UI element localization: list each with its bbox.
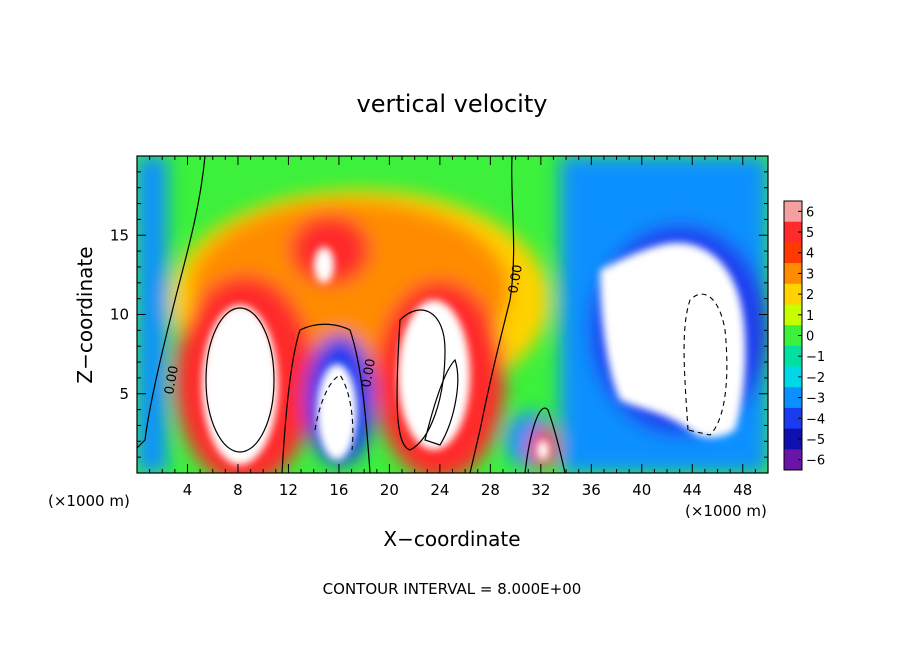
colorbar-swatch xyxy=(784,387,802,409)
x-tick-label: 4 xyxy=(183,481,193,499)
contour-interval-footer: CONTOUR INTERVAL = 8.000E+00 xyxy=(323,580,582,598)
chart-title: vertical velocity xyxy=(357,90,548,118)
colorbar-label: 0 xyxy=(806,330,814,345)
negative-contours xyxy=(314,293,728,451)
contour-label: 0.00 xyxy=(162,365,182,396)
colorbar-swatch xyxy=(784,449,802,471)
colorbar-swatch xyxy=(784,325,802,347)
x-tick-label: 44 xyxy=(683,481,702,499)
colorbar-swatch xyxy=(784,428,802,450)
colorbar-label: −6 xyxy=(806,454,825,469)
y-axis-label: Z−coordinate xyxy=(73,246,97,383)
colorbar-swatch xyxy=(784,345,802,368)
saturated-cores xyxy=(202,242,746,465)
colorbar-label: 4 xyxy=(806,247,814,262)
x-tick-label: 12 xyxy=(279,481,298,499)
colorbar-swatch xyxy=(784,407,802,430)
x-tick-label: 16 xyxy=(329,481,348,499)
y-tick-label: 5 xyxy=(119,385,129,403)
colorbar-swatch xyxy=(784,263,802,285)
contour-lines xyxy=(137,156,566,473)
y-axis: 5 10 15 xyxy=(110,171,768,458)
x-tick-label: 36 xyxy=(582,481,601,499)
x-axis-label: X−coordinate xyxy=(383,527,520,551)
colorbar: 6 5 4 3 2 1 0 −1 −2 −3 −4 −5 −6 xyxy=(783,200,825,471)
x-tick-label: 32 xyxy=(531,481,550,499)
colorbar-label: −5 xyxy=(806,433,825,448)
colorbar-label: 5 xyxy=(806,226,814,241)
colorbar-swatch xyxy=(784,304,802,326)
colorbar-label: −1 xyxy=(806,350,825,365)
y-tick-label: 10 xyxy=(110,306,129,324)
plot-area: 0.00 0.00 0.00 xyxy=(137,156,768,473)
x-tick-label: 8 xyxy=(233,481,243,499)
colorbar-label: 2 xyxy=(806,288,814,303)
colorbar-swatch xyxy=(784,366,802,388)
colorbar-label: 1 xyxy=(806,309,814,324)
colorbar-label: 6 xyxy=(806,205,814,220)
x-axis: 4 8 12 16 20 24 28 32 36 40 44 48 xyxy=(149,156,756,499)
x-tick-label: 24 xyxy=(430,481,449,499)
colorbar-swatch xyxy=(784,283,802,305)
colorbar-label: −3 xyxy=(806,392,825,407)
colorbar-swatch xyxy=(784,242,802,264)
colorbar-label: 3 xyxy=(806,267,814,282)
contour-label: 0.00 xyxy=(506,264,526,295)
colorbar-swatch xyxy=(784,201,802,223)
colorbar-swatch xyxy=(784,221,802,243)
y-tick-label: 15 xyxy=(110,226,129,244)
x-tick-label: 28 xyxy=(481,481,500,499)
colorbar-label: −2 xyxy=(806,371,825,386)
x-unit-label-right: (×1000 m) xyxy=(685,502,767,520)
colorbar-label: −4 xyxy=(806,412,825,427)
contour-label: 0.00 xyxy=(359,358,379,389)
x-tick-label: 40 xyxy=(632,481,651,499)
x-tick-label: 20 xyxy=(380,481,399,499)
x-unit-label-left: (×1000 m) xyxy=(48,492,130,510)
x-tick-label: 48 xyxy=(733,481,752,499)
